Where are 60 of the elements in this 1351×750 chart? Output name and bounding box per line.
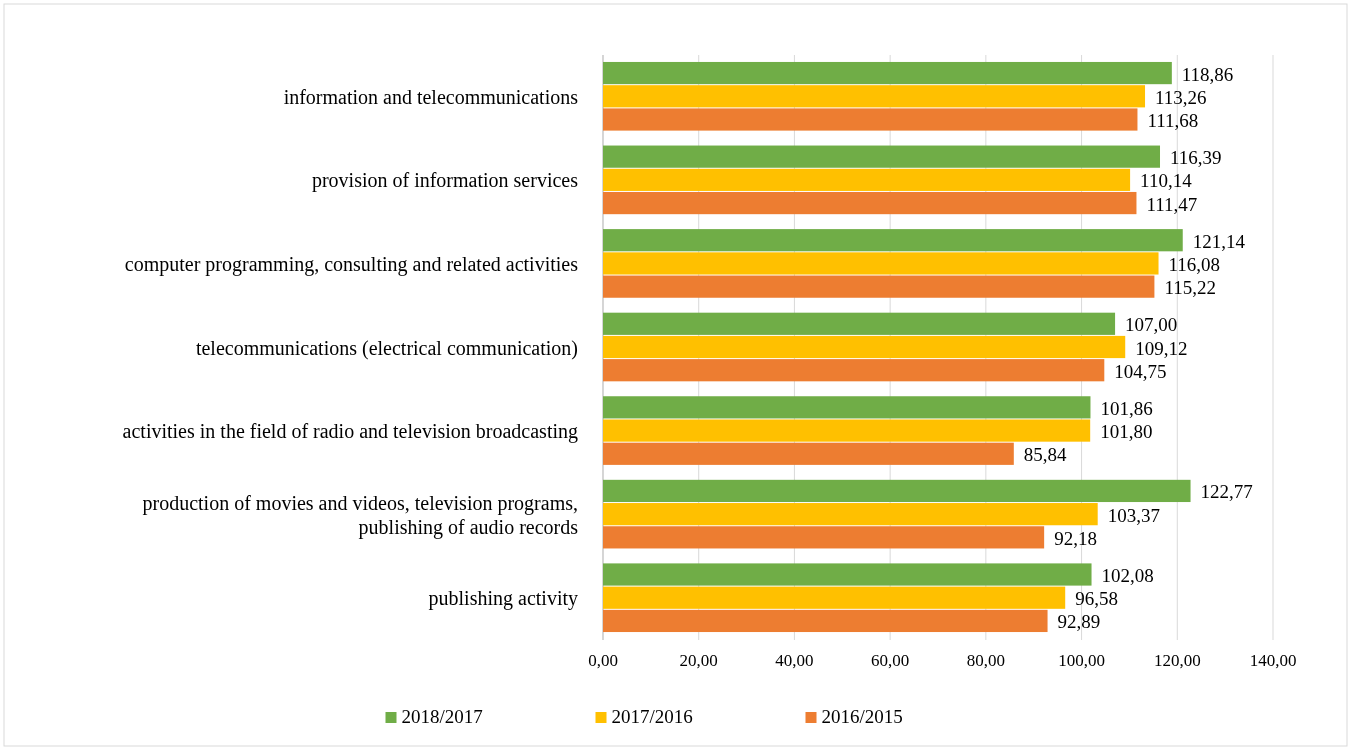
bar — [603, 479, 1191, 503]
data-label: 111,68 — [1147, 110, 1199, 131]
bar — [603, 586, 1066, 609]
data-label: 96,58 — [1075, 588, 1118, 610]
legend-label: 2016/2015 — [821, 706, 903, 727]
x-tick-label: 120,00 — [1153, 651, 1201, 670]
y-tick-label: production of movies and videos, television programs, publishing of audio records — [142, 491, 579, 539]
bar — [603, 312, 1116, 335]
bar — [603, 419, 1091, 442]
data-label: 92,89 — [1057, 611, 1101, 633]
bar — [603, 229, 1183, 252]
data-label: 109,12 — [1135, 337, 1188, 359]
data-label: 122,77 — [1200, 481, 1253, 503]
x-tick-label: 20,00 — [679, 651, 718, 670]
bar — [603, 396, 1091, 419]
bar — [603, 145, 1161, 168]
x-tick-label: 60,00 — [871, 651, 910, 670]
bar — [603, 61, 1172, 85]
data-label: 107,00 — [1125, 314, 1178, 336]
data-label: 102,08 — [1101, 565, 1154, 586]
data-label: 121,14 — [1192, 230, 1246, 252]
data-label: 118,86 — [1181, 63, 1234, 85]
data-label: 101,86 — [1100, 397, 1153, 419]
bar — [603, 168, 1131, 191]
y-tick-label: provision of information services — [311, 169, 579, 193]
bar — [603, 275, 1155, 298]
data-label: 115,22 — [1164, 277, 1216, 299]
bar — [603, 503, 1098, 526]
bar — [603, 335, 1126, 359]
y-tick-label: information and telecommunications — [283, 85, 579, 108]
x-tick-label: 0,00 — [588, 651, 618, 670]
legend-label: 2018/2017 — [401, 706, 483, 727]
bar — [603, 442, 1014, 465]
data-label: 101,80 — [1100, 421, 1153, 443]
legend-label: 2017/2016 — [611, 706, 693, 727]
x-tick-label: 80,00 — [966, 651, 1005, 670]
bar — [603, 108, 1138, 131]
x-tick-label: 40,00 — [775, 651, 814, 670]
data-label: 116,39 — [1170, 147, 1222, 169]
y-tick-label: activities in the field of radio and television broadcasting — [122, 420, 578, 444]
y-tick-label: publishing activity — [428, 587, 578, 611]
data-label: 113,26 — [1155, 86, 1207, 108]
bar — [603, 526, 1045, 549]
data-label: 85,84 — [1023, 444, 1068, 466]
data-label: 92,18 — [1054, 527, 1097, 549]
bar — [603, 191, 1137, 215]
bar — [603, 359, 1105, 382]
y-tick-label: telecommunications (electrical communication) — [195, 336, 578, 360]
bar — [603, 609, 1048, 633]
x-tick-label: 100,00 — [1058, 651, 1105, 670]
data-label: 103,37 — [1107, 504, 1160, 526]
bar — [603, 252, 1159, 275]
data-label: 111,47 — [1146, 193, 1198, 215]
bar — [603, 563, 1092, 586]
data-label: 104,75 — [1114, 360, 1167, 382]
data-label: 110,14 — [1140, 170, 1193, 192]
bar — [603, 85, 1146, 108]
y-tick-label: computer programming, consulting and related activities — [124, 252, 579, 276]
data-label: 116,08 — [1168, 253, 1221, 275]
x-tick-label: 140,00 — [1249, 651, 1297, 670]
